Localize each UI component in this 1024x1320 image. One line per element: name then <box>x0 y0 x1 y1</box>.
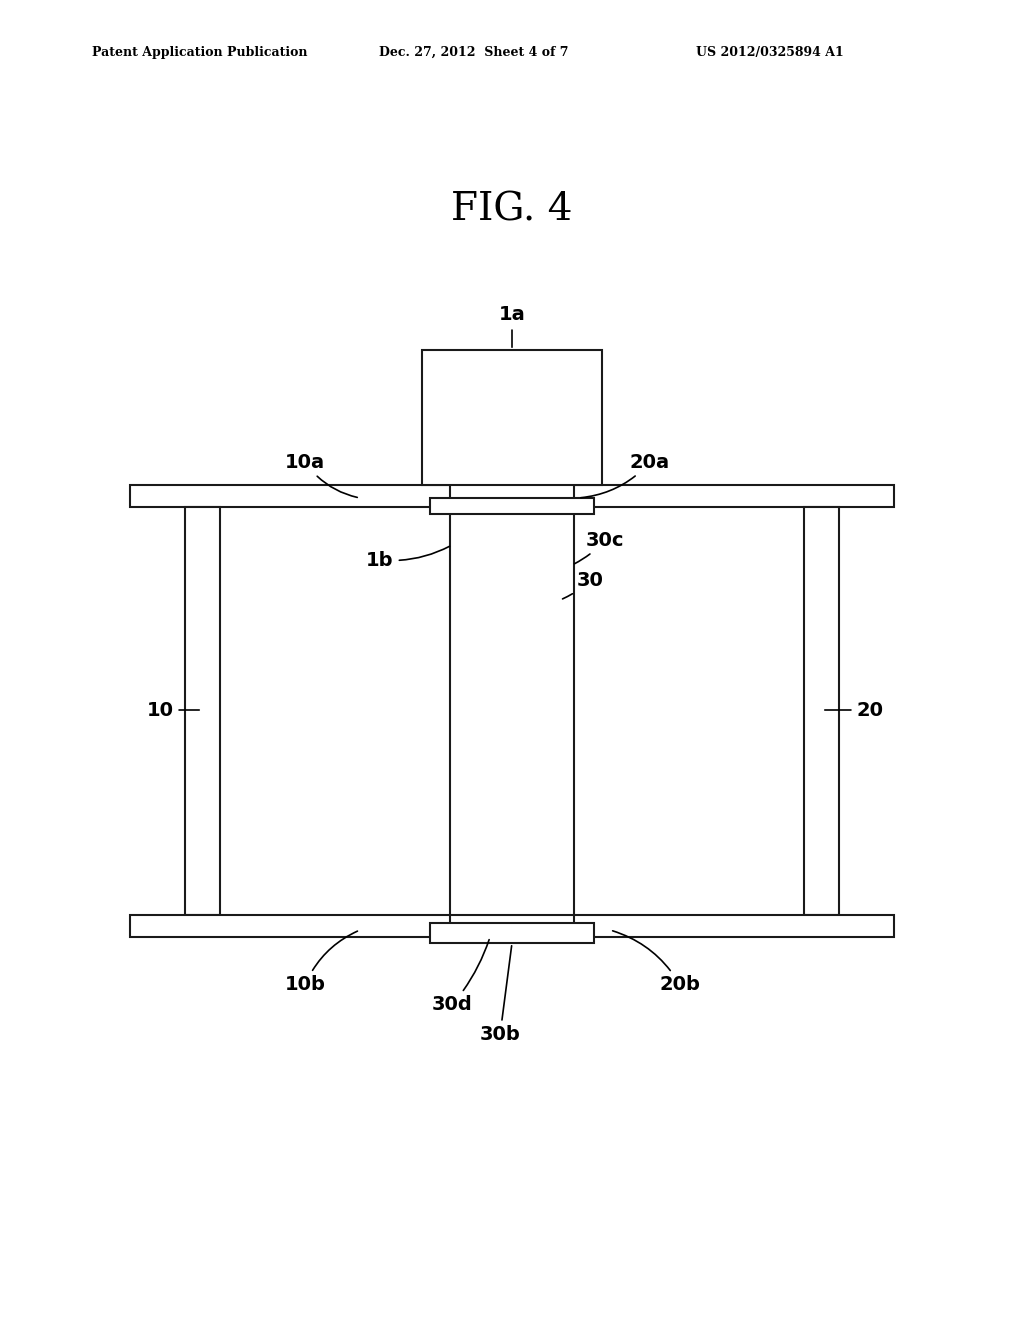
Bar <box>430 923 594 942</box>
Text: 30d: 30d <box>432 940 489 1015</box>
Text: Dec. 27, 2012  Sheet 4 of 7: Dec. 27, 2012 Sheet 4 of 7 <box>379 46 568 59</box>
Text: 10: 10 <box>146 701 200 719</box>
Bar <box>804 507 839 915</box>
Bar <box>430 498 594 513</box>
Bar <box>185 507 220 915</box>
Text: 10a: 10a <box>285 453 357 498</box>
Text: 30: 30 <box>562 570 603 599</box>
Text: 1b: 1b <box>367 546 450 569</box>
Bar <box>422 350 602 484</box>
Bar <box>130 484 450 507</box>
Bar <box>574 484 894 507</box>
Text: FIG. 4: FIG. 4 <box>452 191 572 228</box>
Text: 1a: 1a <box>499 305 525 347</box>
Text: 20a: 20a <box>581 453 670 498</box>
Text: 20: 20 <box>824 701 884 719</box>
Text: US 2012/0325894 A1: US 2012/0325894 A1 <box>696 46 844 59</box>
Text: 20b: 20b <box>612 931 700 994</box>
Text: 30b: 30b <box>479 945 520 1044</box>
Bar <box>130 915 450 937</box>
Bar <box>574 915 894 937</box>
Text: Patent Application Publication: Patent Application Publication <box>92 46 307 59</box>
Text: 30c: 30c <box>574 531 625 564</box>
Text: 10b: 10b <box>285 931 357 994</box>
Bar <box>450 507 574 915</box>
